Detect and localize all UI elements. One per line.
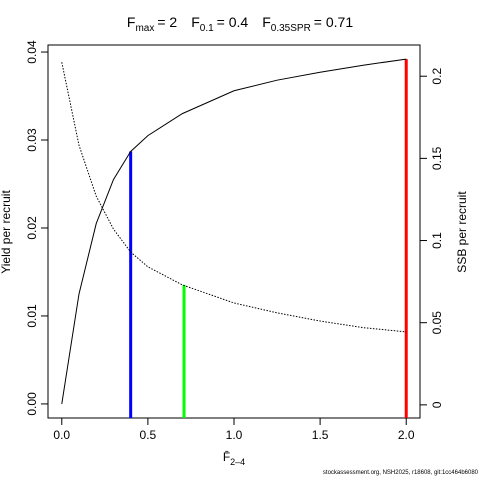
title-subscript: 0.1 xyxy=(200,23,214,34)
y-tick-label: 0.02 xyxy=(25,216,39,240)
title-value: = 0.71 xyxy=(314,14,354,30)
series-line xyxy=(61,62,407,333)
x-label-subscript: 2–4 xyxy=(230,457,245,467)
y-tick-label: 0.04 xyxy=(25,40,39,64)
title-symbol: F xyxy=(127,14,136,30)
y2-tick-label: 0.15 xyxy=(430,146,444,170)
series-line xyxy=(61,58,407,405)
y2-tick-label: 0.05 xyxy=(430,311,444,335)
title-value: = 0.4 xyxy=(217,14,249,30)
title-subscript: max xyxy=(135,23,154,34)
title-value: = 2 xyxy=(157,14,177,30)
x-tick-label: 1.5 xyxy=(312,428,329,442)
y-axis-label: Yield per recruit xyxy=(0,190,13,274)
x-axis-label: F̄2–4 xyxy=(223,450,245,467)
x-tick-label: 0.5 xyxy=(140,428,157,442)
y2-tick-label: 0.1 xyxy=(430,232,444,249)
x-tick-label: 2.0 xyxy=(398,428,415,442)
chart-title: Fmax = 2 F0.1 = 0.4 F0.35SPR = 0.71 xyxy=(127,14,353,34)
y2-axis-label: SSB per recruit xyxy=(455,191,469,273)
y-tick-label: 0.01 xyxy=(25,304,39,328)
y-tick-label: 0.03 xyxy=(25,128,39,152)
title-symbol: F xyxy=(191,14,200,30)
x-tick-label: 0.0 xyxy=(53,428,70,442)
y2-tick-label: 0 xyxy=(430,401,444,408)
title-symbol: F xyxy=(262,14,271,30)
title-subscript: 0.35SPR xyxy=(271,23,311,34)
y2-tick-label: 0.2 xyxy=(430,68,444,85)
x-label-symbol: F̄ xyxy=(223,450,230,464)
y-tick-label: 0.00 xyxy=(25,392,39,416)
footnote: stockassessment.org, NSH2025, r18608, gi… xyxy=(323,470,479,476)
x-tick-label: 1.0 xyxy=(226,428,243,442)
plot-frame xyxy=(47,44,421,419)
